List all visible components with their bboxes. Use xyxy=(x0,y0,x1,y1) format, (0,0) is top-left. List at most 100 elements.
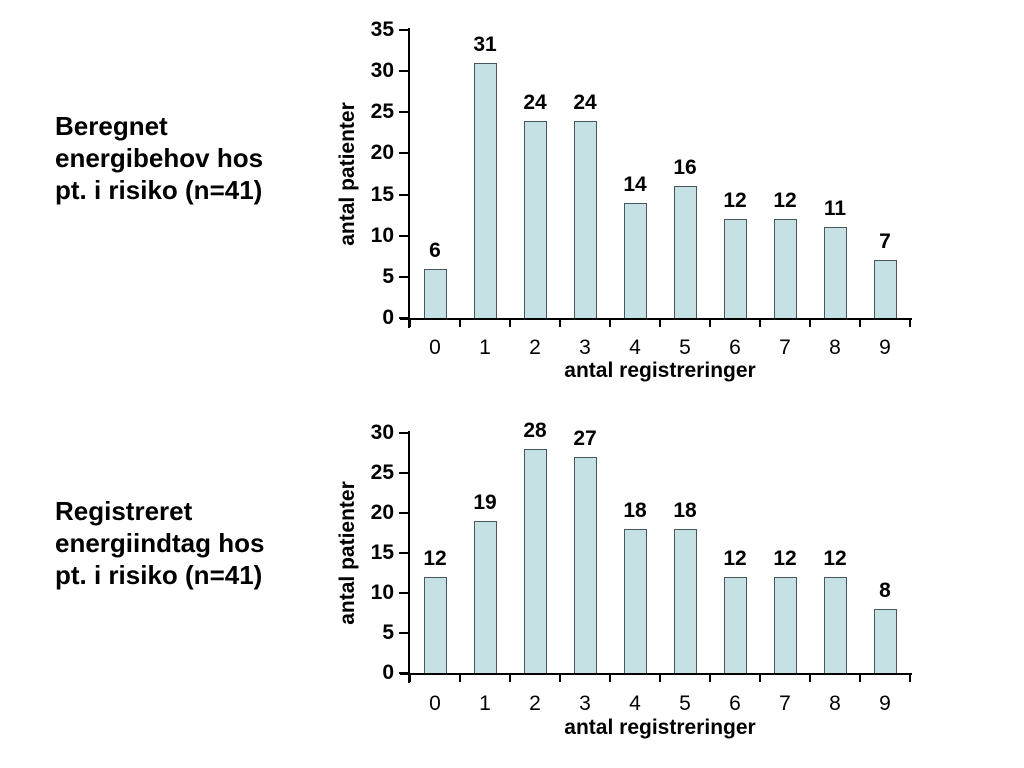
y-axis-tick xyxy=(399,70,408,73)
chart-side-title-line: energiindtag hos xyxy=(55,528,265,558)
y-tick-label: 30 xyxy=(370,421,394,444)
bar-category-7 xyxy=(773,577,797,673)
y-tick-label: 30 xyxy=(370,59,394,83)
x-axis-tick xyxy=(859,318,861,327)
bar-value-label: 14 xyxy=(623,172,647,196)
chart-side-title: Registreret energiindtag hos pt. i risiko … xyxy=(55,495,385,591)
bar-value-label: 11 xyxy=(823,197,847,221)
bar-category-4 xyxy=(623,202,647,318)
x-tick-label: 8 xyxy=(829,336,841,359)
x-axis-line xyxy=(400,673,912,675)
bar-value-label: 12 xyxy=(723,189,747,213)
x-axis-tick xyxy=(909,673,911,682)
y-tick-label: 15 xyxy=(370,541,394,564)
x-axis-tick xyxy=(909,318,911,327)
x-axis-tick xyxy=(459,318,461,327)
y-tick-label: 20 xyxy=(370,501,394,524)
bar-category-8 xyxy=(823,227,847,318)
y-axis-tick xyxy=(399,512,408,514)
x-axis-tick xyxy=(559,318,561,327)
y-axis-tick xyxy=(399,592,408,594)
y-axis-tick xyxy=(399,193,408,196)
bar-category-6 xyxy=(723,577,747,673)
y-tick-label: 35 xyxy=(370,18,394,41)
y-axis-tick xyxy=(399,552,408,554)
chart-side-title-line: pt. i risiko (n=41) xyxy=(55,175,263,205)
bar-value-label: 18 xyxy=(673,499,697,522)
x-axis-tick xyxy=(409,318,411,327)
bar-value-label: 24 xyxy=(523,90,547,114)
x-axis-tick xyxy=(809,318,811,327)
x-axis-tick xyxy=(709,673,711,682)
bar-value-label: 7 xyxy=(879,230,891,254)
y-tick-label: 5 xyxy=(382,621,394,644)
bar-value-label: 24 xyxy=(573,90,597,114)
bar-category-8 xyxy=(823,577,847,673)
y-axis-tick xyxy=(399,472,408,474)
y-axis-tick xyxy=(399,111,408,114)
x-axis-tick xyxy=(509,318,511,327)
chart-side-title: Beregnet energibehov hos pt. i risiko (n=4… xyxy=(55,110,385,206)
bar-category-9 xyxy=(873,260,897,318)
x-tick-label: 1 xyxy=(479,336,491,359)
x-axis-tick xyxy=(759,673,761,682)
bar-category-3 xyxy=(573,120,597,318)
bar-category-9 xyxy=(873,609,897,673)
y-axis-tick xyxy=(399,432,408,434)
bar-value-label: 18 xyxy=(623,499,647,522)
bar-category-1 xyxy=(473,62,497,318)
x-axis-tick xyxy=(609,318,611,327)
x-axis-title: antal registreringer xyxy=(564,359,756,382)
x-tick-label: 2 xyxy=(529,692,541,715)
bar-category-2 xyxy=(523,449,547,673)
y-axis-tick xyxy=(399,234,408,237)
bar-value-label: 12 xyxy=(823,547,847,570)
bar-category-0 xyxy=(423,268,447,318)
bar-category-2 xyxy=(523,120,547,318)
x-tick-label: 2 xyxy=(529,336,541,359)
x-axis-tick xyxy=(659,673,661,682)
x-tick-label: 8 xyxy=(829,692,841,715)
bar-category-3 xyxy=(573,457,597,673)
x-tick-label: 0 xyxy=(429,336,441,359)
bar-category-5 xyxy=(673,186,697,318)
x-axis-line xyxy=(400,318,912,320)
y-axis-tick xyxy=(399,275,408,278)
x-tick-label: 4 xyxy=(629,336,641,359)
y-axis-tick xyxy=(399,632,408,634)
chart-side-title-line: Registreret xyxy=(55,496,193,526)
bar-category-7 xyxy=(773,219,797,318)
y-tick-label: 10 xyxy=(370,223,394,247)
x-tick-label: 0 xyxy=(429,692,441,715)
x-tick-label: 9 xyxy=(879,336,891,359)
bar-value-label: 27 xyxy=(573,427,597,450)
bar-category-5 xyxy=(673,529,697,673)
bar-category-4 xyxy=(623,529,647,673)
bar-value-label: 6 xyxy=(429,238,441,262)
bar-value-label: 16 xyxy=(673,156,697,180)
bar-value-label: 19 xyxy=(473,491,497,514)
x-axis-tick xyxy=(509,673,511,682)
x-tick-label: 5 xyxy=(679,336,691,359)
x-axis-tick xyxy=(609,673,611,682)
y-tick-label: 20 xyxy=(370,141,394,165)
y-tick-label: 25 xyxy=(370,461,394,484)
bar-value-label: 12 xyxy=(773,547,797,570)
x-axis-tick xyxy=(709,318,711,327)
bar-category-0 xyxy=(423,577,447,673)
x-tick-label: 5 xyxy=(679,692,691,715)
x-axis-title: antal registreringer xyxy=(564,716,756,739)
y-tick-label: 0 xyxy=(382,661,394,684)
y-tick-label: 0 xyxy=(382,306,394,329)
bar-value-label: 12 xyxy=(723,547,747,570)
x-tick-label: 7 xyxy=(779,336,791,359)
x-tick-label: 1 xyxy=(479,692,491,715)
chart-side-title-line: pt. i risiko (n=41) xyxy=(55,560,263,590)
y-axis-line xyxy=(408,431,410,683)
y-tick-label: 15 xyxy=(370,182,394,206)
bar-category-6 xyxy=(723,219,747,318)
x-axis-tick xyxy=(659,318,661,327)
y-axis-tick xyxy=(399,152,408,155)
x-axis-tick xyxy=(809,673,811,682)
